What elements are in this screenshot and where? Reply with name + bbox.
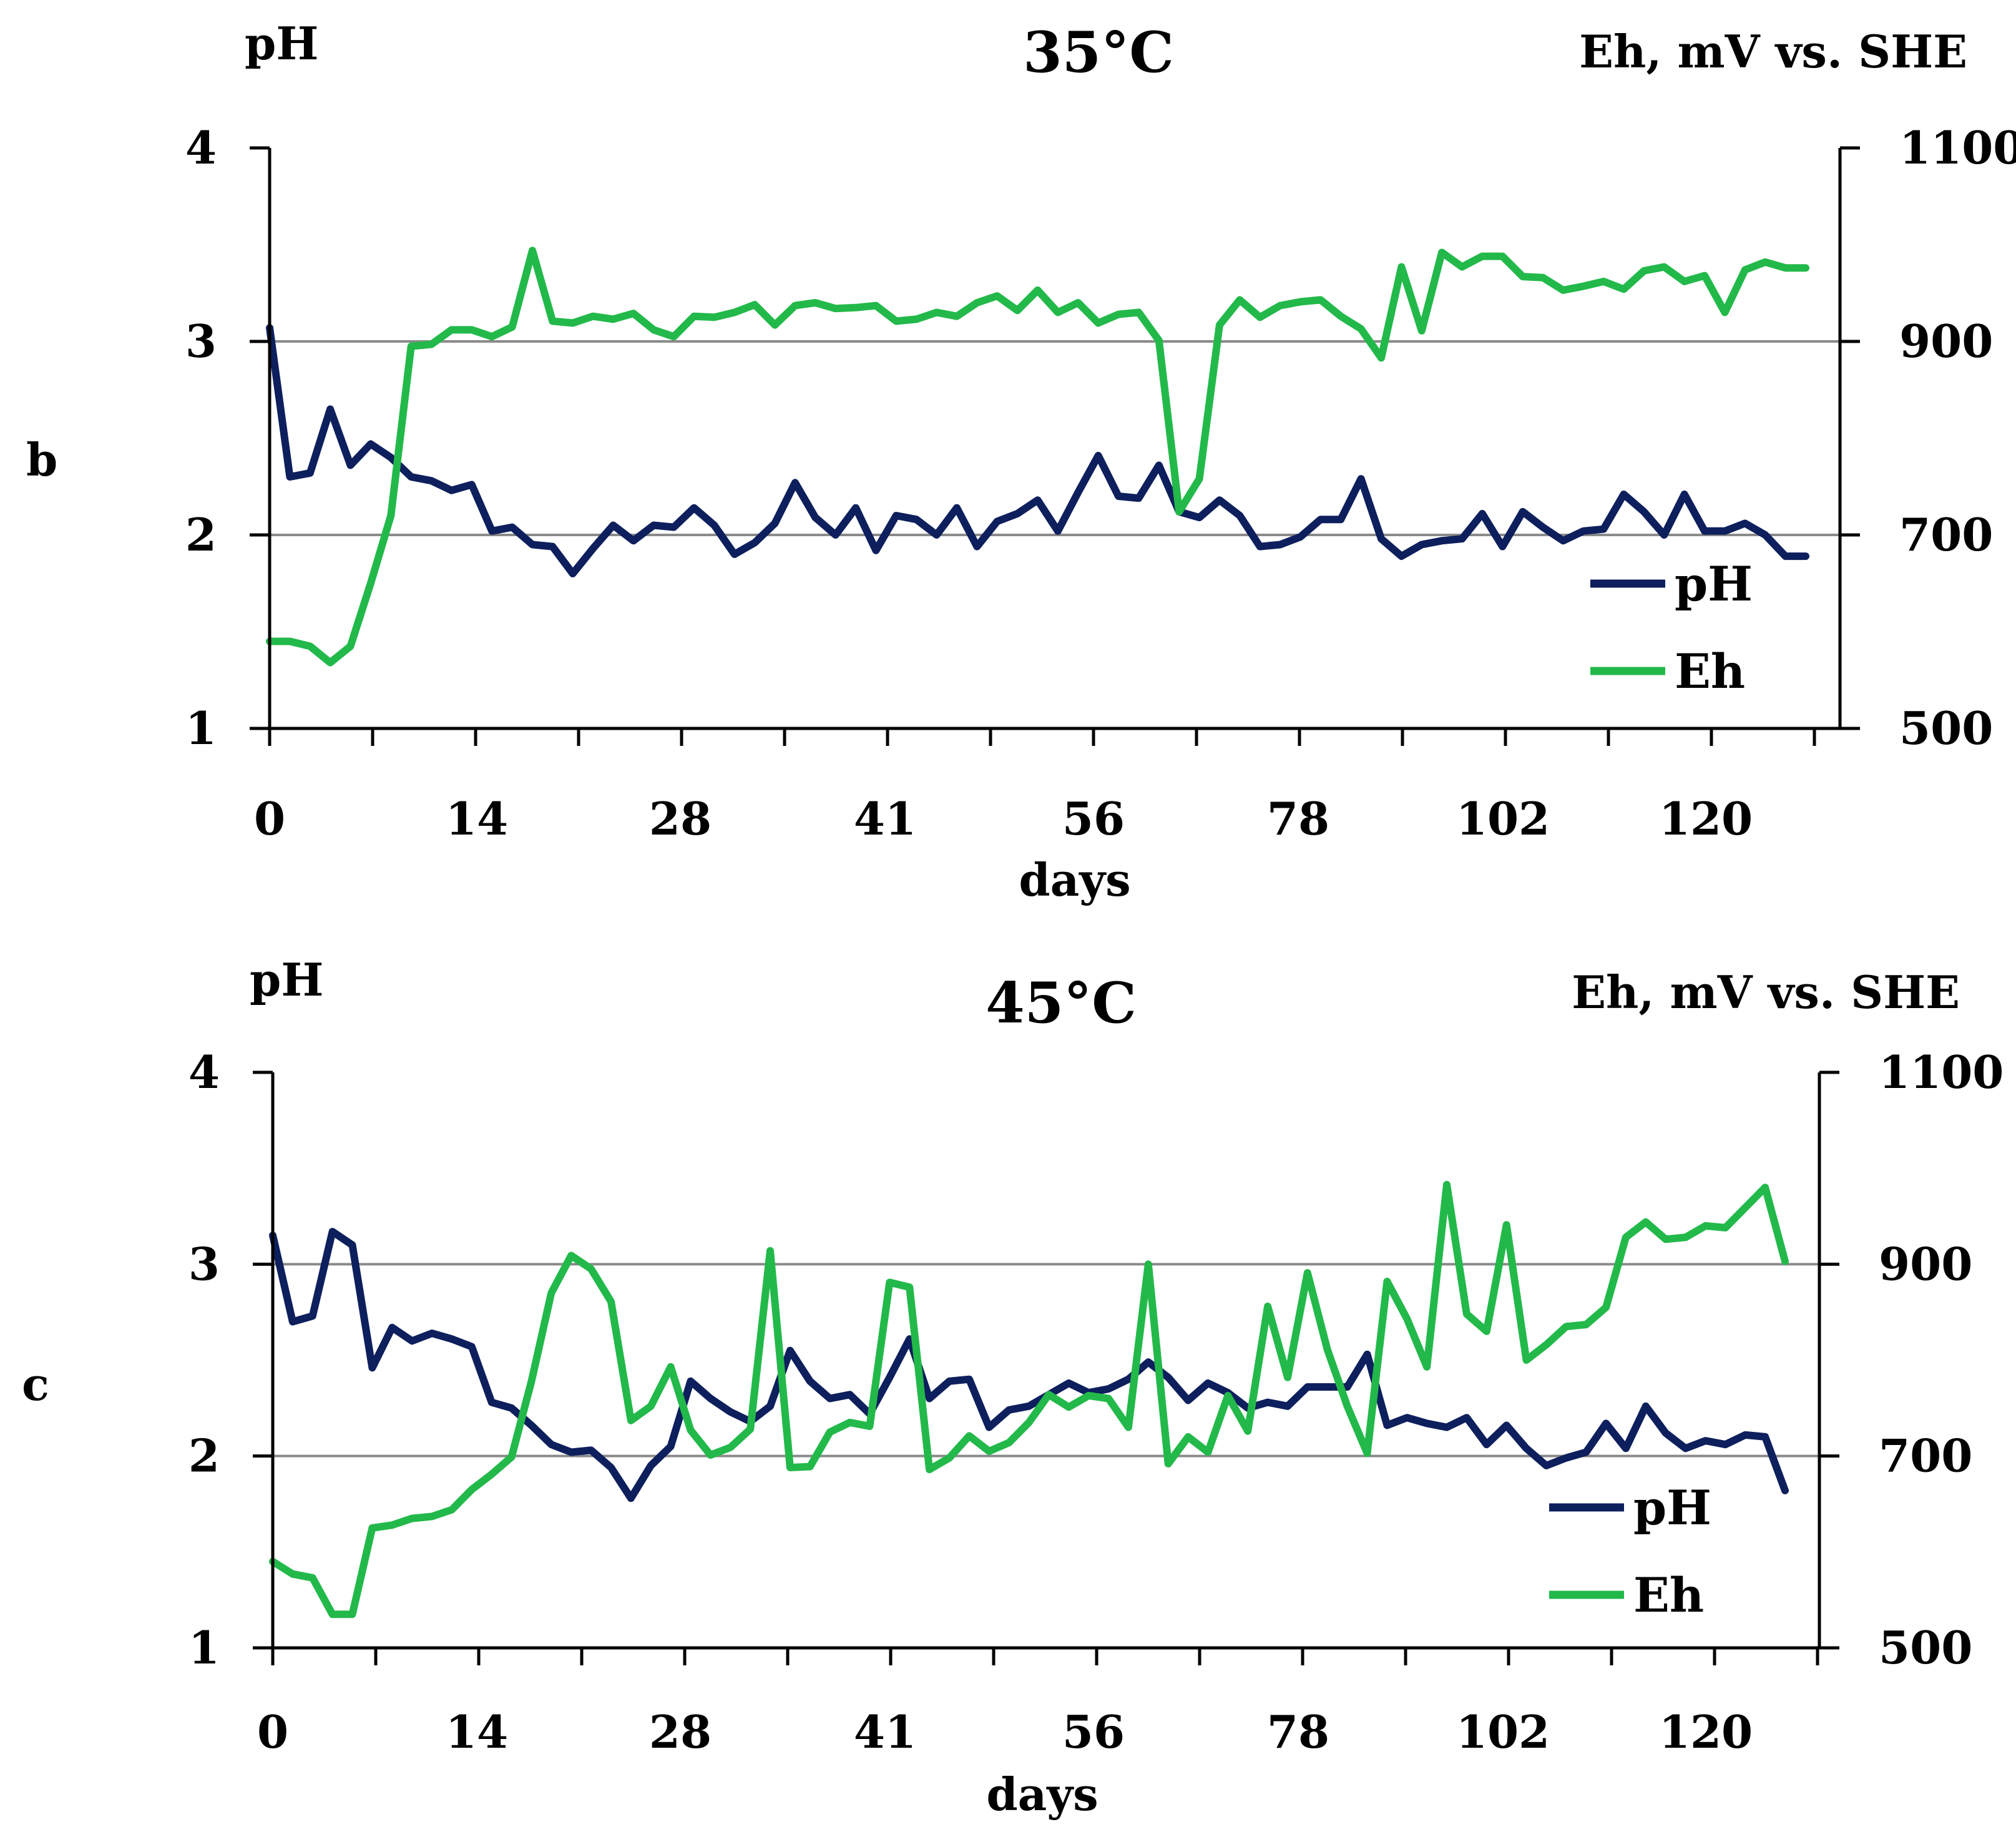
- series-line-eh: [266, 247, 1809, 667]
- y-tick-label-right: 700: [1879, 1429, 1972, 1482]
- chart-title: 45°C: [986, 970, 1137, 1036]
- chart-panel-b: b pH 35°C Eh, mV vs. SHE 1 2 3 4 500 700 900 11…: [26, 17, 2016, 906]
- y-tick-label-right: 700: [1899, 508, 1993, 561]
- right-axis-label: Eh, mV vs. SHE: [1579, 25, 1967, 78]
- x-tick-label: 28: [649, 1705, 712, 1758]
- x-tick-label: 14: [446, 1705, 508, 1758]
- x-tick-label: 41: [854, 1705, 916, 1758]
- x-tick-label: 78: [1267, 1705, 1329, 1758]
- legend-ph-label: pH: [1675, 556, 1753, 612]
- series-layer: [269, 1180, 1789, 1619]
- x-tick-label: 102: [1456, 792, 1550, 845]
- panel-label: c: [22, 1358, 49, 1411]
- grid-lines: [270, 340, 1840, 536]
- x-tick-label: 0: [254, 792, 285, 845]
- y-tick-label-left: 2: [188, 1429, 220, 1482]
- tick-labels: 1 2 3 4 500 700 900 1100 0 14 28 41 56 78 102 120: [188, 1046, 2004, 1758]
- legend-ph-label: pH: [1633, 1480, 1711, 1536]
- legend: pH Eh: [1590, 556, 1753, 699]
- legend: pH Eh: [1549, 1480, 1711, 1623]
- series-layer: [266, 247, 1809, 667]
- legend-eh-label: Eh: [1675, 644, 1745, 699]
- y-tick-label-right: 500: [1899, 702, 1993, 755]
- right-axis-label: Eh, mV vs. SHE: [1572, 966, 1960, 1019]
- y-tick-label-left: 1: [185, 702, 217, 755]
- series-line-ph: [269, 1228, 1789, 1502]
- legend-eh-label: Eh: [1633, 1567, 1704, 1623]
- chart-title: 35°C: [1023, 19, 1174, 86]
- panel-label: b: [26, 433, 57, 486]
- tick-labels: 1 2 3 4 500 700 900 1100 0 14 28 41 56 78 102 120: [185, 121, 2016, 845]
- y-tick-label-left: 1: [188, 1621, 220, 1674]
- y-tick-label-right: 1100: [1879, 1046, 2004, 1099]
- x-tick-label: 56: [1062, 792, 1125, 845]
- x-tick-label: 14: [446, 792, 508, 845]
- y-tick-label-left: 4: [185, 121, 217, 174]
- axes: [250, 146, 1860, 746]
- x-tick-label: 120: [1659, 1705, 1753, 1758]
- y-tick-label-right: 1100: [1899, 121, 2016, 174]
- x-tick-label: 102: [1456, 1705, 1550, 1758]
- x-axis-label: days: [986, 1768, 1098, 1821]
- y-tick-label-left: 2: [185, 508, 217, 561]
- left-axis-label: pH: [245, 17, 318, 70]
- y-tick-label-right: 900: [1899, 315, 1993, 368]
- series-line-ph: [266, 324, 1809, 577]
- y-tick-label-right: 500: [1879, 1621, 1972, 1674]
- x-tick-label: 56: [1062, 1705, 1125, 1758]
- x-tick-label: 0: [257, 1705, 288, 1758]
- x-tick-label: 41: [854, 792, 916, 845]
- series-line-eh: [269, 1180, 1789, 1619]
- y-tick-label-right: 900: [1879, 1237, 1972, 1290]
- x-tick-label: 28: [649, 792, 712, 845]
- axes: [253, 1070, 1839, 1665]
- x-tick-label: 120: [1659, 792, 1753, 845]
- x-tick-label: 78: [1267, 792, 1329, 845]
- y-tick-label-left: 3: [185, 315, 217, 368]
- grid-lines: [273, 1263, 1819, 1457]
- left-axis-label: pH: [250, 953, 323, 1006]
- chart-panel-c: c pH 45°C Eh, mV vs. SHE 1 2 3 4 500 700 900 11…: [22, 953, 2004, 1821]
- x-axis-label: days: [1019, 853, 1130, 906]
- y-tick-label-left: 3: [188, 1237, 220, 1290]
- y-tick-label-left: 4: [188, 1046, 220, 1099]
